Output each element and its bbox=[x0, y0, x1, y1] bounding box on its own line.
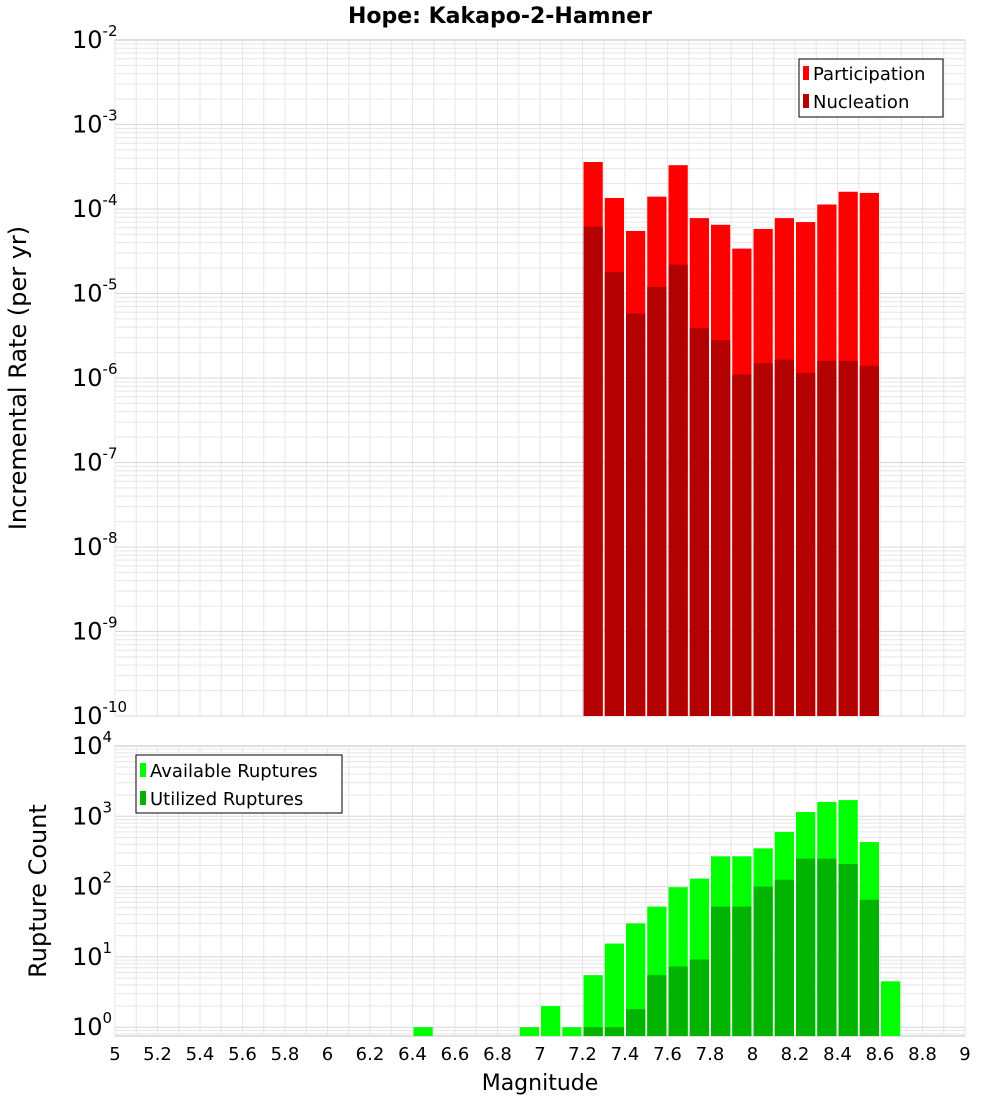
x-tick-label: 6.4 bbox=[398, 1044, 427, 1065]
x-tick-label: 7.4 bbox=[611, 1044, 640, 1065]
x-tick-label: 7.6 bbox=[653, 1044, 682, 1065]
bottom-y-tick-label: 104 bbox=[72, 728, 112, 760]
bottom-gridlines bbox=[114, 746, 966, 1036]
legend-swatch-available bbox=[140, 763, 146, 777]
x-tick-label: 5.8 bbox=[271, 1044, 300, 1065]
utilized-ruptures-bar bbox=[774, 879, 794, 1036]
x-tick-label: 8.6 bbox=[866, 1044, 895, 1065]
utilized-ruptures-bar bbox=[668, 966, 688, 1036]
bottom-y-tick-label: 101 bbox=[72, 939, 112, 971]
bottom-y-tick-label: 102 bbox=[72, 869, 112, 901]
nucleation-bar bbox=[774, 359, 794, 716]
top-y-tick-labels: 10-2 10-3 10-4 10-5 10-6 10-7 10-8 10-9 10-10 bbox=[72, 22, 127, 730]
utilized-ruptures-bar bbox=[626, 1009, 646, 1036]
x-tick-label: 7.2 bbox=[568, 1044, 597, 1065]
x-tick-label: 7.8 bbox=[696, 1044, 725, 1065]
utilized-ruptures-bar bbox=[732, 906, 752, 1036]
utilized-ruptures-bar bbox=[753, 886, 773, 1036]
top-y-axis-label: Incremental Rate (per yr) bbox=[4, 226, 32, 530]
available-ruptures-bar bbox=[562, 1027, 582, 1036]
top-y-tick-label: 10-5 bbox=[72, 276, 118, 308]
nucleation-bar bbox=[626, 313, 646, 716]
legend-swatch-utilized bbox=[140, 791, 146, 805]
x-tick-label: 5 bbox=[109, 1044, 120, 1065]
legend-swatch-participation bbox=[803, 66, 809, 80]
legend-label-participation: Participation bbox=[813, 64, 925, 85]
nucleation-bar bbox=[689, 328, 709, 716]
top-y-tick-label: 10-8 bbox=[72, 529, 118, 561]
bottom-y-tick-label: 103 bbox=[72, 798, 112, 830]
top-y-tick-label: 10-7 bbox=[72, 445, 118, 477]
x-tick-label: 8.4 bbox=[823, 1044, 852, 1065]
bottom-bars bbox=[413, 800, 901, 1036]
utilized-ruptures-bar bbox=[796, 858, 816, 1036]
top-y-tick-label: 10-9 bbox=[72, 614, 118, 646]
utilized-ruptures-bar bbox=[817, 858, 837, 1036]
legend-label-utilized: Utilized Ruptures bbox=[150, 789, 303, 810]
nucleation-bar bbox=[796, 372, 816, 716]
x-tick-label: 6.8 bbox=[483, 1044, 512, 1065]
x-tick-label: 8 bbox=[747, 1044, 758, 1065]
top-y-tick-label: 10-3 bbox=[72, 107, 118, 139]
x-tick-label: 8.2 bbox=[781, 1044, 810, 1065]
nucleation-bar bbox=[668, 264, 688, 716]
x-tick-label: 5.4 bbox=[186, 1044, 215, 1065]
utilized-ruptures-bar bbox=[859, 899, 879, 1036]
available-ruptures-bar bbox=[583, 975, 603, 1036]
x-tick-label: 5.6 bbox=[228, 1044, 257, 1065]
bottom-legend: Available Ruptures Utilized Ruptures bbox=[135, 754, 343, 814]
nucleation-bar bbox=[817, 360, 837, 716]
utilized-ruptures-bar bbox=[647, 975, 667, 1036]
utilized-ruptures-bar bbox=[838, 863, 858, 1036]
utilized-ruptures-bar bbox=[711, 906, 731, 1036]
top-bars bbox=[583, 161, 879, 717]
available-ruptures-bar bbox=[541, 1006, 561, 1036]
top-legend: Participation Nucleation bbox=[798, 58, 944, 118]
x-tick-label: 6.6 bbox=[441, 1044, 470, 1065]
x-tick-label: 8.8 bbox=[908, 1044, 937, 1065]
nucleation-bar bbox=[711, 340, 731, 716]
top-y-tick-label: 10-6 bbox=[72, 360, 118, 392]
legend-swatch-nucleation bbox=[803, 94, 809, 108]
nucleation-bar bbox=[647, 286, 667, 716]
x-tick-label: 9 bbox=[959, 1044, 970, 1065]
nucleation-bar bbox=[753, 363, 773, 716]
top-y-tick-label: 10-4 bbox=[72, 191, 118, 223]
available-ruptures-bar bbox=[626, 923, 646, 1036]
utilized-ruptures-bar bbox=[583, 1027, 603, 1036]
top-gridlines bbox=[114, 40, 966, 717]
top-panel: 10-2 10-3 10-4 10-5 10-6 10-7 10-8 10-9 10-10 In… bbox=[4, 22, 966, 730]
available-ruptures-bar bbox=[604, 943, 624, 1036]
legend-label-nucleation: Nucleation bbox=[813, 92, 909, 113]
nucleation-bar bbox=[859, 365, 879, 716]
top-legend-box bbox=[798, 58, 944, 118]
bottom-panel: 104 103 102 101 100 Rupture Count Available … bbox=[24, 728, 971, 1096]
bottom-y-tick-label: 100 bbox=[72, 1009, 112, 1041]
x-axis-label: Magnitude bbox=[482, 1071, 599, 1096]
bottom-y-tick-labels: 104 103 102 101 100 bbox=[72, 728, 112, 1041]
nucleation-bar bbox=[604, 271, 624, 716]
available-ruptures-bar bbox=[519, 1027, 539, 1036]
x-tick-label: 6 bbox=[322, 1044, 333, 1065]
x-tick-label: 7 bbox=[534, 1044, 545, 1065]
chart-title: Hope: Kakapo-2-Hamner bbox=[348, 4, 652, 29]
x-tick-label: 6.2 bbox=[356, 1044, 385, 1065]
available-ruptures-bar bbox=[413, 1027, 433, 1036]
nucleation-bar bbox=[732, 374, 752, 716]
top-y-tick-label: 10-10 bbox=[72, 698, 127, 730]
bottom-y-axis-label: Rupture Count bbox=[24, 804, 52, 978]
x-tick-labels: 5 5.2 5.4 5.6 5.8 6 6.2 6.4 6.6 6.8 7 7.2 7.4 7.6 7.8 8… bbox=[109, 1044, 970, 1065]
nucleation-bar bbox=[838, 360, 858, 716]
utilized-ruptures-bar bbox=[604, 1027, 624, 1036]
bottom-legend-box bbox=[135, 754, 343, 814]
nucleation-bar bbox=[583, 226, 603, 716]
x-tick-label: 5.2 bbox=[143, 1044, 172, 1065]
available-ruptures-bar bbox=[881, 981, 901, 1036]
utilized-ruptures-bar bbox=[689, 959, 709, 1036]
top-y-tick-label: 10-2 bbox=[72, 22, 118, 54]
legend-label-available: Available Ruptures bbox=[150, 761, 318, 782]
